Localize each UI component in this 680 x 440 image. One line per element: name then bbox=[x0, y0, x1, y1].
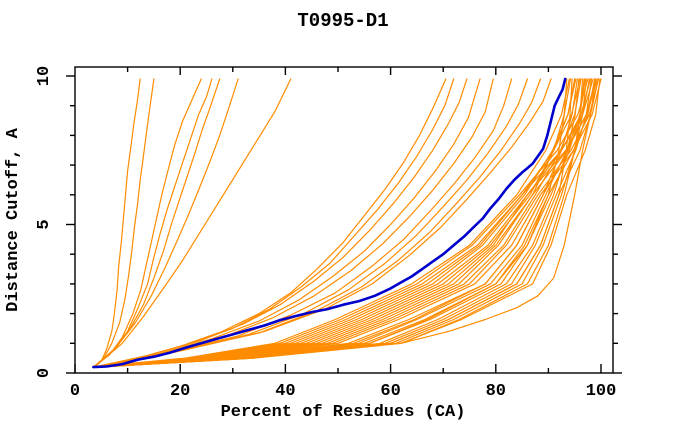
axis-ticks bbox=[66, 67, 622, 374]
model-curve bbox=[93, 78, 591, 368]
x-tick-label: 40 bbox=[275, 382, 295, 401]
model-curve bbox=[96, 78, 580, 368]
model-curve bbox=[92, 78, 598, 368]
model-curve bbox=[96, 78, 597, 368]
x-axis-label: Percent of Residues (CA) bbox=[221, 403, 466, 422]
x-tick-label: 60 bbox=[380, 382, 400, 401]
model-curve bbox=[93, 78, 239, 368]
y-tick-label: 0 bbox=[35, 368, 54, 378]
model-curve bbox=[92, 78, 594, 368]
model-curve bbox=[94, 78, 481, 368]
model-curve bbox=[92, 78, 155, 368]
model-curves bbox=[92, 77, 602, 369]
y-axis-label: Distance Cutoff, A bbox=[4, 127, 23, 311]
x-tick-label: 20 bbox=[170, 382, 190, 401]
model-curve bbox=[92, 78, 202, 368]
plot-border bbox=[74, 66, 614, 374]
y-tick-label: 10 bbox=[35, 66, 54, 86]
tick-labels: 0 20 40 60 80 100 0 5 10 bbox=[35, 66, 616, 401]
x-tick-label: 100 bbox=[586, 382, 617, 401]
model-curve bbox=[96, 78, 601, 368]
model-curve bbox=[93, 78, 213, 368]
model-curve bbox=[95, 78, 602, 368]
model-curve bbox=[94, 78, 513, 368]
model-curve bbox=[95, 78, 592, 368]
model-curve bbox=[92, 78, 571, 368]
model-curve bbox=[95, 78, 552, 368]
model-curve bbox=[92, 78, 581, 368]
model-curve bbox=[92, 78, 141, 368]
x-tick-label: 0 bbox=[70, 382, 80, 401]
model-curve bbox=[94, 78, 529, 368]
y-tick-label: 5 bbox=[35, 219, 54, 229]
best-model-curve bbox=[92, 77, 567, 369]
model-curve bbox=[93, 78, 292, 368]
x-tick-label: 80 bbox=[486, 382, 506, 401]
chart-title: T0995-D1 bbox=[297, 10, 388, 32]
model-curve bbox=[93, 78, 468, 368]
plot-frame bbox=[74, 66, 614, 374]
model-curve bbox=[92, 78, 589, 368]
model-curve bbox=[95, 78, 600, 368]
